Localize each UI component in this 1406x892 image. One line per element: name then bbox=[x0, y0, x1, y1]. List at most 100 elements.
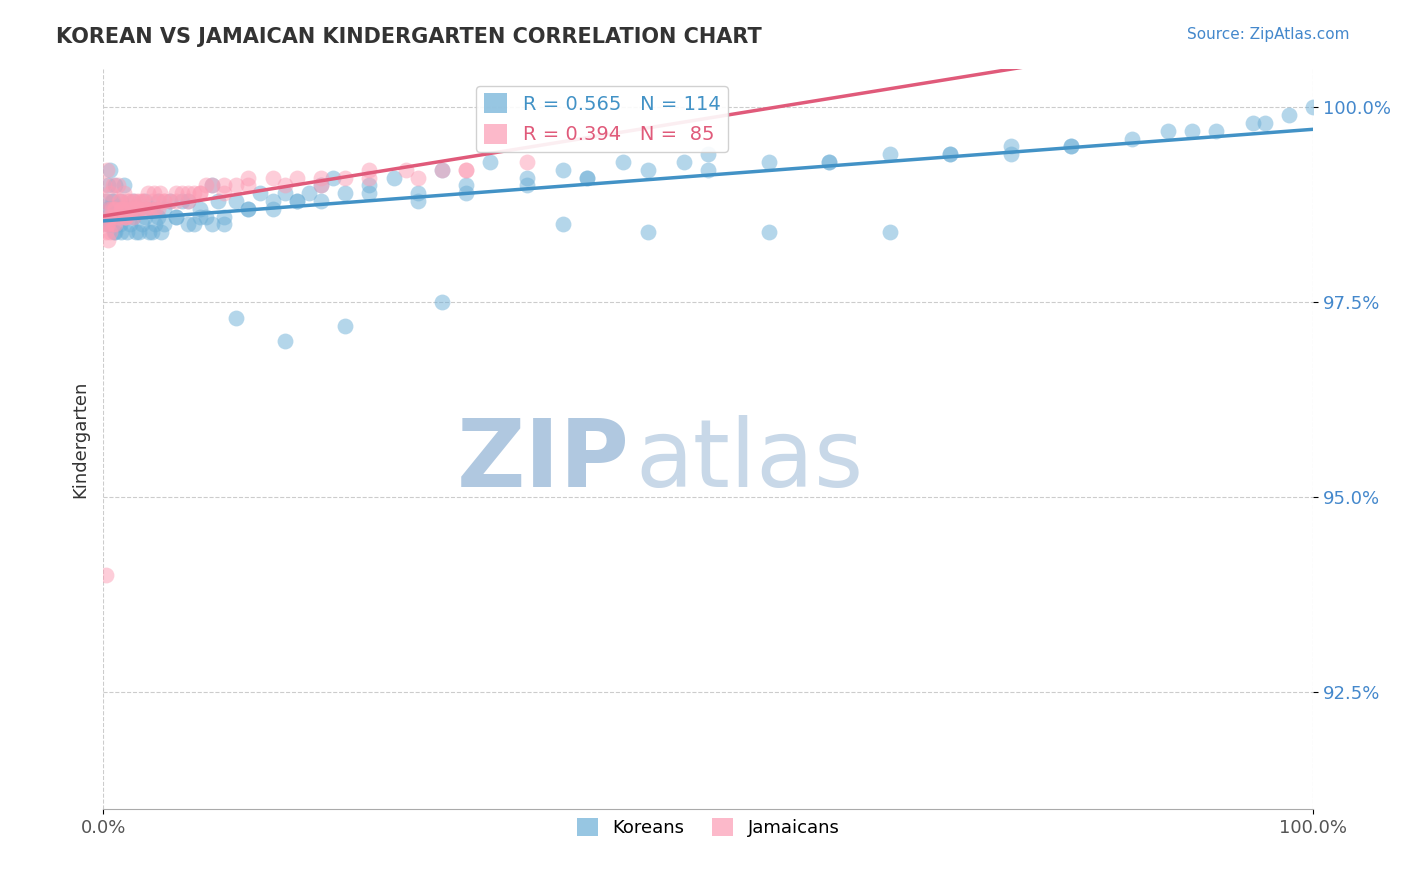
Point bbox=[309, 178, 332, 193]
Point bbox=[430, 162, 453, 177]
Point bbox=[104, 225, 127, 239]
Point bbox=[117, 225, 139, 239]
Point bbox=[1302, 101, 1324, 115]
Point bbox=[131, 194, 153, 208]
Point bbox=[96, 202, 118, 216]
Point bbox=[818, 155, 841, 169]
Point bbox=[177, 194, 200, 208]
Point bbox=[1205, 124, 1227, 138]
Point bbox=[551, 218, 574, 232]
Point bbox=[212, 210, 235, 224]
Point bbox=[430, 162, 453, 177]
Point bbox=[135, 202, 157, 216]
Point bbox=[152, 194, 174, 208]
Point bbox=[273, 334, 295, 349]
Point bbox=[177, 218, 200, 232]
Point bbox=[148, 194, 170, 208]
Text: Source: ZipAtlas.com: Source: ZipAtlas.com bbox=[1187, 27, 1350, 42]
Point bbox=[110, 202, 132, 216]
Point bbox=[359, 186, 381, 201]
Point bbox=[96, 218, 118, 232]
Point bbox=[93, 178, 115, 193]
Point bbox=[201, 218, 224, 232]
Point bbox=[576, 170, 599, 185]
Point bbox=[637, 162, 659, 177]
Point bbox=[159, 194, 181, 208]
Point bbox=[516, 178, 538, 193]
Point bbox=[114, 210, 136, 224]
Point bbox=[125, 194, 148, 208]
Point bbox=[1121, 131, 1143, 145]
Point bbox=[188, 186, 211, 201]
Point bbox=[96, 218, 118, 232]
Point bbox=[225, 194, 247, 208]
Point bbox=[262, 202, 284, 216]
Point bbox=[285, 194, 308, 208]
Point bbox=[183, 218, 205, 232]
Point bbox=[98, 210, 121, 224]
Point bbox=[309, 170, 332, 185]
Point bbox=[322, 170, 344, 185]
Point bbox=[309, 178, 332, 193]
Point bbox=[138, 225, 160, 239]
Point bbox=[94, 568, 117, 582]
Point bbox=[136, 186, 159, 201]
Point bbox=[110, 202, 132, 216]
Point bbox=[100, 225, 122, 239]
Point bbox=[112, 186, 135, 201]
Point bbox=[114, 210, 136, 224]
Point bbox=[100, 202, 122, 216]
Legend: Koreans, Jamaicans: Koreans, Jamaicans bbox=[569, 811, 846, 845]
Point bbox=[122, 210, 145, 224]
Point bbox=[94, 194, 117, 208]
Point bbox=[201, 178, 224, 193]
Point bbox=[395, 162, 418, 177]
Point bbox=[183, 186, 205, 201]
Point bbox=[141, 225, 163, 239]
Point bbox=[1157, 124, 1180, 138]
Point bbox=[149, 186, 172, 201]
Point bbox=[165, 210, 187, 224]
Point bbox=[100, 210, 122, 224]
Point bbox=[177, 186, 200, 201]
Point bbox=[879, 225, 901, 239]
Point bbox=[212, 186, 235, 201]
Point bbox=[285, 170, 308, 185]
Point bbox=[100, 210, 122, 224]
Point bbox=[225, 310, 247, 325]
Point bbox=[879, 147, 901, 161]
Point bbox=[359, 162, 381, 177]
Point bbox=[97, 178, 120, 193]
Point bbox=[122, 194, 145, 208]
Point bbox=[170, 186, 193, 201]
Point bbox=[125, 202, 148, 216]
Point bbox=[159, 194, 181, 208]
Point bbox=[177, 194, 200, 208]
Point bbox=[104, 178, 127, 193]
Point bbox=[125, 225, 148, 239]
Point bbox=[141, 202, 163, 216]
Point bbox=[576, 170, 599, 185]
Point bbox=[98, 218, 121, 232]
Point bbox=[212, 178, 235, 193]
Point bbox=[309, 194, 332, 208]
Point bbox=[165, 194, 187, 208]
Point bbox=[115, 210, 138, 224]
Point bbox=[152, 218, 174, 232]
Point bbox=[107, 202, 129, 216]
Point bbox=[107, 210, 129, 224]
Point bbox=[117, 194, 139, 208]
Point bbox=[333, 186, 356, 201]
Point bbox=[97, 233, 120, 247]
Point bbox=[132, 194, 155, 208]
Point bbox=[152, 194, 174, 208]
Point bbox=[939, 147, 962, 161]
Point bbox=[612, 155, 634, 169]
Point bbox=[142, 186, 165, 201]
Point bbox=[134, 194, 156, 208]
Point bbox=[818, 155, 841, 169]
Text: ZIP: ZIP bbox=[457, 415, 630, 507]
Point bbox=[128, 194, 150, 208]
Point bbox=[100, 194, 122, 208]
Point bbox=[238, 202, 260, 216]
